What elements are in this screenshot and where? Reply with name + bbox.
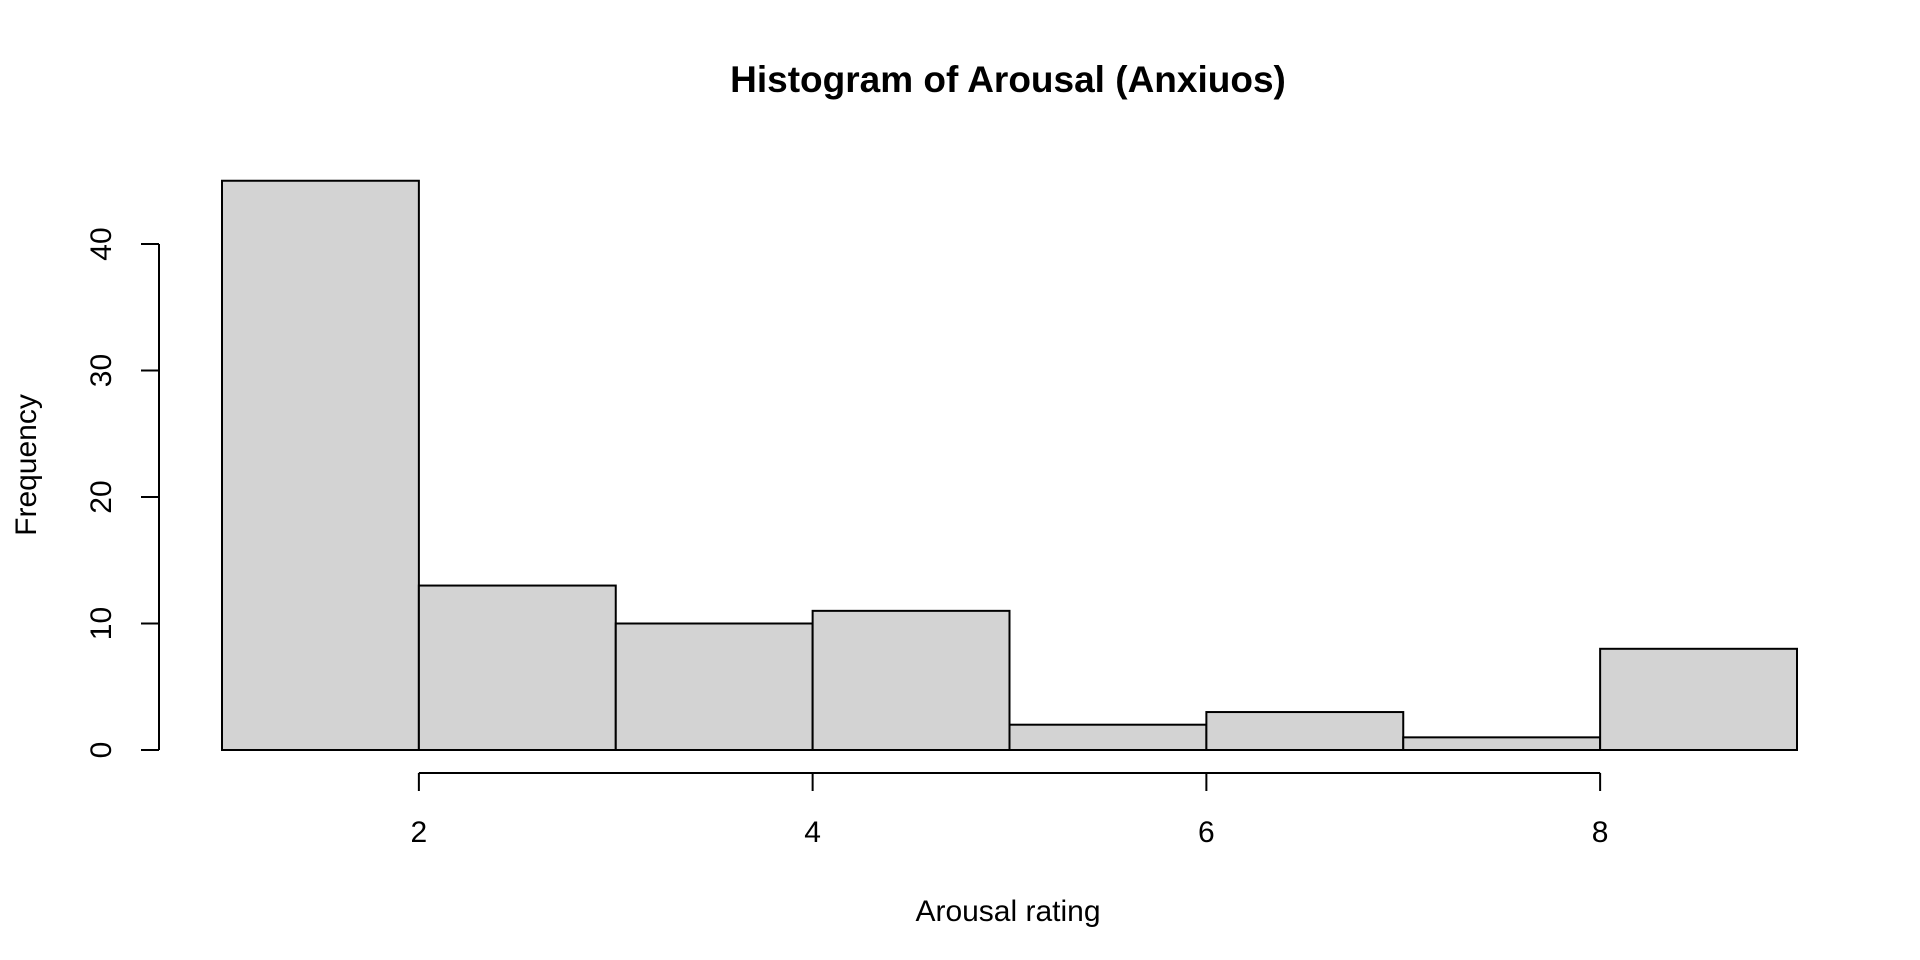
histogram-bar: [1599, 647, 1798, 751]
x-tick-label: 6: [1198, 816, 1215, 849]
y-tick-label: 10: [85, 607, 118, 640]
histogram-bar: [1008, 723, 1208, 752]
histogram-bar: [417, 584, 617, 751]
y-tick-label: 0: [85, 742, 118, 759]
y-axis-label: Frequency: [10, 394, 43, 536]
x-tick-label: 2: [411, 816, 428, 849]
y-tick-label: 20: [85, 480, 118, 513]
x-tick-label: 4: [804, 816, 821, 849]
chart-title: Histogram of Arousal (Anxiuos): [730, 59, 1286, 100]
histogram-bar: [221, 179, 420, 751]
y-tick-label: 30: [85, 354, 118, 387]
x-axis-label: Arousal rating: [915, 895, 1100, 928]
y-axis: 0 10 20 30 40: [85, 227, 160, 759]
histogram-bar: [811, 609, 1011, 751]
y-tick-label: 40: [85, 227, 118, 260]
x-axis: 2 4 6 8: [411, 772, 1609, 849]
histogram-bar: [614, 622, 814, 751]
bars-group: [221, 179, 1798, 752]
histogram-bar: [1402, 736, 1602, 751]
histogram-bar: [1205, 711, 1405, 751]
x-tick-label: 8: [1592, 816, 1609, 849]
